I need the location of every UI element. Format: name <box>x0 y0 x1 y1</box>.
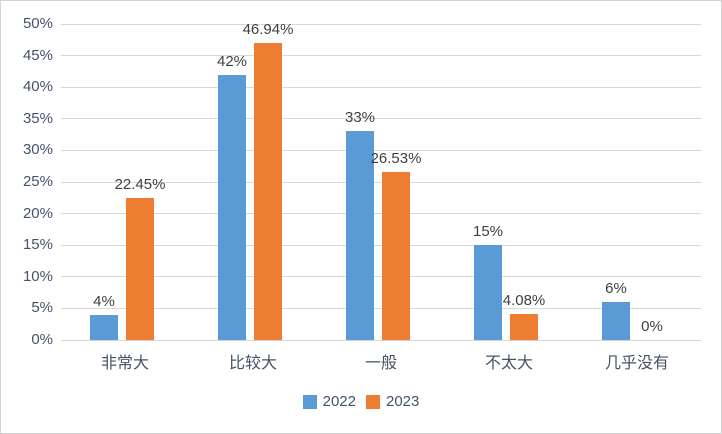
data-label-2022-几乎没有: 6% <box>605 280 627 298</box>
gridline <box>61 149 701 151</box>
data-label-2023-比较大: 46.94% <box>242 21 294 39</box>
y-axis-tick-label: 45% <box>22 46 53 64</box>
y-axis-tick-label: 5% <box>31 299 53 317</box>
x-axis-category-label: 非常大 <box>100 355 150 372</box>
data-label-2023-不太大: 4.08% <box>502 292 546 310</box>
legend: 2022 2023 <box>1 393 721 410</box>
y-axis-tick-label: 20% <box>22 204 53 222</box>
y-axis-tick-label: 15% <box>22 236 53 254</box>
y-axis-tick-label: 25% <box>22 173 53 190</box>
bar-2023-一般 <box>382 172 410 340</box>
legend-swatch-icon <box>366 394 380 409</box>
y-axis-tick-label: 10% <box>22 267 53 285</box>
x-axis-category-label: 几乎没有 <box>604 355 670 372</box>
bar-2023-非常大 <box>126 198 154 340</box>
gridline <box>61 118 701 120</box>
y-axis-tick-label: 40% <box>22 78 53 96</box>
data-label-2023-一般: 26.53% <box>370 150 422 168</box>
gridline <box>61 307 701 309</box>
bar-2022-几乎没有 <box>602 302 630 340</box>
data-label-2022-比较大: 42% <box>216 52 248 70</box>
y-axis-tick-label: 0% <box>31 331 53 348</box>
data-label-2022-非常大: 4% <box>93 292 115 310</box>
bar-2022-比较大 <box>218 74 246 340</box>
bar-2022-一般 <box>346 131 374 340</box>
bar-2023-比较大 <box>254 43 282 340</box>
data-label-2023-几乎没有: 0% <box>641 318 663 335</box>
legend-swatch-icon <box>302 394 317 409</box>
legend-label: 2022 <box>322 393 356 410</box>
plot-area: 4% 22.45% 42% 46.94% 33% 26.53% 15% 4.08% 6% 0% <box>61 21 701 341</box>
data-label-2022-不太大: 15% <box>472 223 504 241</box>
legend-item-2023: 2023 <box>366 393 419 410</box>
gridline <box>61 55 701 57</box>
legend-label: 2023 <box>386 393 420 410</box>
x-axis-category-label: 一般 <box>364 355 398 372</box>
gridline <box>61 181 701 183</box>
legend-item-2022: 2022 <box>302 393 356 410</box>
data-label-2023-非常大: 22.45% <box>114 176 166 194</box>
gridline <box>61 276 701 278</box>
bar-2023-不太大 <box>510 314 538 340</box>
bar-2022-不太大 <box>474 245 502 340</box>
gridline <box>61 339 701 341</box>
gridline <box>61 86 701 88</box>
data-label-2022-一般: 33% <box>344 109 376 127</box>
y-axis-tick-label: 35% <box>22 109 53 127</box>
gridline <box>61 23 701 25</box>
gridline <box>61 244 701 246</box>
gridline <box>61 213 701 215</box>
y-axis-tick-label: 30% <box>22 141 53 159</box>
x-axis-category-label: 比较大 <box>228 355 278 372</box>
y-axis-tick-label: 50% <box>22 15 53 32</box>
x-axis-category-label: 不太大 <box>484 355 534 372</box>
bar-2022-非常大 <box>90 314 118 340</box>
